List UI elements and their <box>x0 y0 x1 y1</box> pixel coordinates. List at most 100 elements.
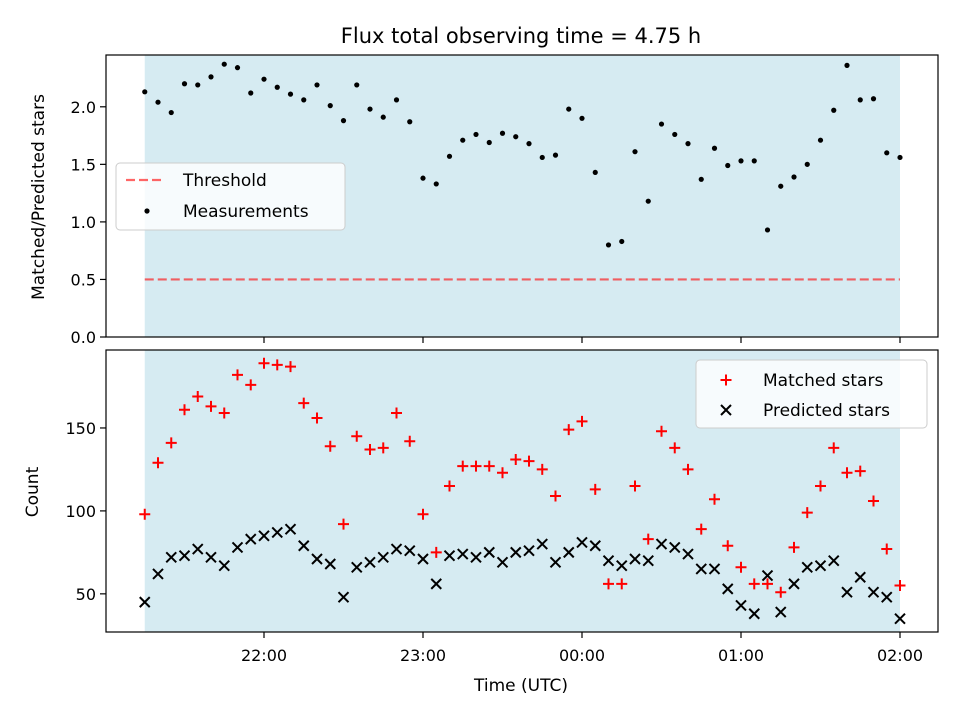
matched-star-point <box>364 444 376 456</box>
measurement-point <box>301 97 307 103</box>
predicted-star-point <box>761 569 774 582</box>
matched-star-point <box>192 390 204 402</box>
measurement-point <box>248 90 254 96</box>
matched-star-point <box>576 415 588 427</box>
predicted-star-point <box>443 549 456 562</box>
measurement-point <box>791 174 797 180</box>
predicted-star-point <box>748 608 760 620</box>
predicted-star-point <box>655 538 668 550</box>
legend-measurement-swatch <box>144 208 150 214</box>
measurement-point <box>711 145 718 151</box>
measurement-point <box>208 74 214 80</box>
measurement-point <box>367 106 373 112</box>
matched-star-point <box>881 543 893 555</box>
matched-star-point <box>815 480 826 492</box>
measurement-point <box>685 141 691 147</box>
matched-star-point <box>735 561 747 573</box>
measurement-point <box>804 161 810 167</box>
measurement-point <box>831 107 837 113</box>
measurement-point <box>420 175 426 181</box>
legend-label: Measurements <box>183 202 309 222</box>
predicted-star-point <box>152 568 164 580</box>
matched-star-point <box>245 379 257 391</box>
predicted-star-point <box>735 599 747 612</box>
predicted-star-point <box>629 553 641 565</box>
measurement-point <box>857 97 863 103</box>
predicted-star-point <box>814 559 827 572</box>
measurement-point <box>526 141 532 147</box>
matched-star-point <box>550 490 561 502</box>
measurement-point <box>658 121 665 127</box>
matched-star-point <box>404 435 416 447</box>
matched-star-point <box>669 442 681 454</box>
predicted-star-point <box>523 545 535 557</box>
legend: Matched stars Predicted stars <box>695 359 928 429</box>
measurement-point <box>314 82 320 88</box>
predicted-star-point <box>139 596 151 608</box>
predicted-star-point <box>828 554 840 567</box>
matched-star-point <box>642 533 654 545</box>
matched-star-point <box>775 586 787 598</box>
predicted-star-point <box>218 559 230 572</box>
predicted-star-point <box>457 548 469 560</box>
legend-box <box>115 162 346 231</box>
predicted-star-point <box>708 563 721 575</box>
legend-label: Threshold <box>182 171 267 191</box>
matched-star-point <box>841 467 853 479</box>
predicted-star-point <box>669 541 681 554</box>
predicted-star-point <box>258 530 270 542</box>
measurement-point <box>539 154 545 161</box>
measurement-point <box>195 82 201 88</box>
predicted-star-point <box>722 583 734 595</box>
matched-star-point <box>205 400 217 412</box>
matched-star-point <box>894 580 906 592</box>
predicted-star-point <box>351 561 363 574</box>
matched-star-point <box>285 361 296 373</box>
measurement-point <box>844 62 850 68</box>
predicted-star-point <box>470 551 482 564</box>
matched-star-point <box>391 407 402 419</box>
legend-matched-swatch <box>720 374 732 386</box>
matched-star-point <box>417 508 429 520</box>
measurement-point <box>393 97 400 103</box>
x-tick-label: 02:00 <box>877 646 923 665</box>
bottom-panel: 50 100 150 22:00 23:00 00:00 01:00 02:00 Matched… <box>65 349 939 665</box>
measurement-point <box>499 130 506 136</box>
measurement-point <box>446 153 453 159</box>
predicted-star-point <box>510 546 522 559</box>
predicted-star-point <box>311 553 323 565</box>
predicted-star-point <box>404 545 416 557</box>
measurement-point <box>155 99 161 105</box>
matched-star-point <box>271 359 283 371</box>
predicted-star-point <box>695 563 707 575</box>
plot-frame <box>105 54 939 338</box>
matched-star-point <box>868 495 879 507</box>
predicted-star-point <box>430 578 442 590</box>
measurement-point <box>579 115 585 121</box>
measurement-point <box>340 118 347 124</box>
measurement-point <box>261 76 267 82</box>
measurement-point <box>764 227 771 233</box>
matched-star-point <box>762 578 773 590</box>
y-tick-label: 1.5 <box>71 155 96 174</box>
matched-star-point <box>232 369 243 381</box>
predicted-star-point <box>178 549 191 562</box>
matched-star-point <box>656 425 667 437</box>
matched-star-point <box>351 430 363 442</box>
matched-star-point <box>483 460 495 472</box>
predicted-star-point <box>854 571 866 583</box>
y-tick-label: 0.5 <box>71 270 96 289</box>
x-tick-label: 23:00 <box>400 646 446 665</box>
y-tick-label: 100 <box>65 502 96 521</box>
measurement-point <box>751 158 757 164</box>
chart-title: Flux total observing time = 4.75 h <box>341 24 701 48</box>
measurement-point <box>592 169 598 176</box>
bottom-y-axis-label: Count <box>23 466 43 517</box>
y-tick-label: 0.0 <box>71 328 96 347</box>
matched-star-point <box>722 540 734 552</box>
matched-star-point <box>854 465 866 477</box>
matched-star-point <box>682 463 694 475</box>
predicted-star-point <box>616 559 628 572</box>
matched-star-point <box>497 467 508 479</box>
